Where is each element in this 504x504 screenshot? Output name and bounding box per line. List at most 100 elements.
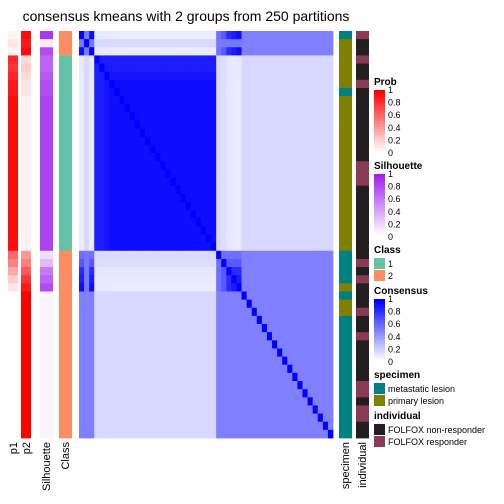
consensus-cell xyxy=(297,340,303,349)
consensus-cell xyxy=(104,421,110,431)
consensus-cell xyxy=(124,169,131,178)
legend-gradient-step xyxy=(374,223,385,227)
consensus-cell xyxy=(165,332,171,341)
consensus-cell xyxy=(292,405,298,414)
consensus-cell xyxy=(185,120,192,130)
consensus-cell xyxy=(99,210,105,219)
annotation-cell xyxy=(8,340,18,349)
legend-entry-label: 1 xyxy=(388,259,393,269)
consensus-cell xyxy=(317,55,324,64)
annotation-cell xyxy=(8,332,18,341)
consensus-cell xyxy=(322,128,329,138)
consensus-cell xyxy=(195,96,202,105)
consensus-cell xyxy=(99,193,105,203)
consensus-cell xyxy=(266,332,273,341)
consensus-cell xyxy=(139,153,146,162)
consensus-cell xyxy=(195,47,202,56)
legend-gradient-step xyxy=(374,187,385,191)
consensus-cell xyxy=(256,234,263,244)
consensus-cell xyxy=(206,340,212,349)
consensus-cell xyxy=(185,79,192,89)
consensus-cell xyxy=(134,96,141,105)
legend-gradient-step xyxy=(374,343,385,347)
consensus-cell xyxy=(317,112,324,121)
consensus-cell xyxy=(287,283,293,292)
consensus-cell xyxy=(145,364,151,374)
consensus-cell xyxy=(195,356,202,366)
consensus-cell xyxy=(109,161,115,170)
consensus-cell xyxy=(150,324,156,333)
consensus-cell xyxy=(287,234,293,244)
consensus-cell xyxy=(129,315,136,325)
consensus-cell xyxy=(287,185,293,195)
consensus-cell xyxy=(216,283,222,292)
consensus-cell xyxy=(246,144,253,154)
consensus-cell xyxy=(241,210,248,219)
consensus-cell xyxy=(89,283,95,292)
consensus-cell xyxy=(170,291,176,301)
consensus-cell xyxy=(261,226,268,235)
consensus-cell xyxy=(165,104,171,113)
consensus-cell xyxy=(175,267,181,276)
consensus-cell xyxy=(231,136,237,146)
consensus-cell xyxy=(226,356,232,366)
consensus-cell xyxy=(287,421,293,431)
consensus-cell xyxy=(211,63,217,73)
consensus-cell xyxy=(84,413,90,423)
legend-gradient-step xyxy=(374,142,385,146)
consensus-cell xyxy=(160,31,166,40)
consensus-cell xyxy=(327,71,334,81)
consensus-cell xyxy=(266,364,273,374)
consensus-cell xyxy=(185,193,192,203)
consensus-cell xyxy=(79,71,85,81)
consensus-cell xyxy=(292,267,298,276)
consensus-cell xyxy=(231,267,237,276)
consensus-cell xyxy=(216,71,222,81)
consensus-cell xyxy=(104,177,110,187)
consensus-cell xyxy=(134,299,141,309)
consensus-cell xyxy=(216,389,222,398)
consensus-cell xyxy=(124,421,131,431)
consensus-cell xyxy=(200,275,207,284)
consensus-cell xyxy=(99,389,105,398)
consensus-cell xyxy=(256,96,263,105)
consensus-cell xyxy=(180,348,187,357)
consensus-cell xyxy=(241,79,248,89)
consensus-cell xyxy=(139,332,146,341)
consensus-cell xyxy=(124,144,131,154)
consensus-cell xyxy=(104,39,110,48)
consensus-cell xyxy=(317,340,324,349)
consensus-cell xyxy=(89,104,95,113)
consensus-cell xyxy=(84,112,90,121)
consensus-cell xyxy=(165,242,171,252)
consensus-cell xyxy=(94,405,100,414)
consensus-cell xyxy=(104,71,110,81)
consensus-cell xyxy=(292,87,298,97)
consensus-cell xyxy=(211,429,217,439)
consensus-cell xyxy=(272,39,278,48)
consensus-cell xyxy=(261,136,268,146)
legend-tick-label: 0.8 xyxy=(388,98,401,108)
consensus-cell xyxy=(109,193,115,203)
consensus-cell xyxy=(84,104,90,113)
consensus-cell xyxy=(277,185,283,195)
consensus-cell xyxy=(129,381,136,390)
consensus-cell xyxy=(287,218,293,227)
consensus-cell xyxy=(114,348,121,357)
consensus-cell xyxy=(261,267,268,276)
consensus-cell xyxy=(139,161,146,170)
consensus-cell xyxy=(256,177,263,187)
legend-swatch xyxy=(374,270,385,281)
consensus-cell xyxy=(195,201,202,211)
legend-gradient-step xyxy=(374,126,385,130)
consensus-cell xyxy=(211,31,217,40)
consensus-cell xyxy=(139,128,146,138)
individual-cell xyxy=(356,96,369,105)
annotation-cell xyxy=(40,87,53,97)
annotation-cell xyxy=(40,185,53,195)
consensus-cell xyxy=(241,413,248,423)
consensus-cell xyxy=(277,47,283,56)
consensus-cell xyxy=(104,128,110,138)
consensus-cell xyxy=(145,389,151,398)
consensus-cell xyxy=(241,55,248,64)
